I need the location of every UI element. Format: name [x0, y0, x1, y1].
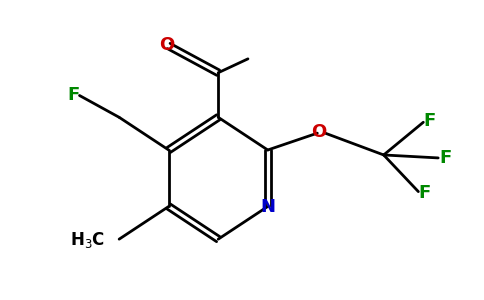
Text: O: O	[311, 123, 326, 141]
Text: F: F	[423, 112, 436, 130]
Text: H$_3$C: H$_3$C	[70, 230, 106, 250]
Text: F: F	[418, 184, 430, 202]
Text: O: O	[159, 36, 174, 54]
Text: F: F	[439, 149, 451, 167]
Text: F: F	[67, 85, 80, 103]
Text: N: N	[260, 199, 275, 217]
